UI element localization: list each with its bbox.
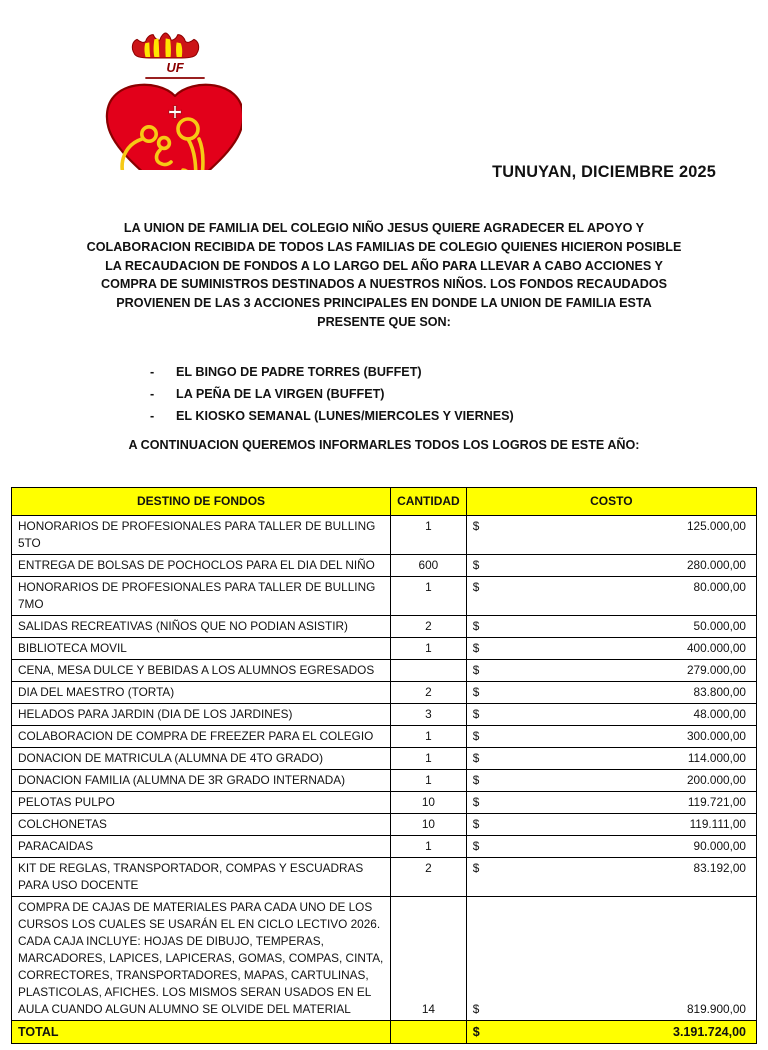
svg-text:UF: UF bbox=[166, 60, 184, 75]
